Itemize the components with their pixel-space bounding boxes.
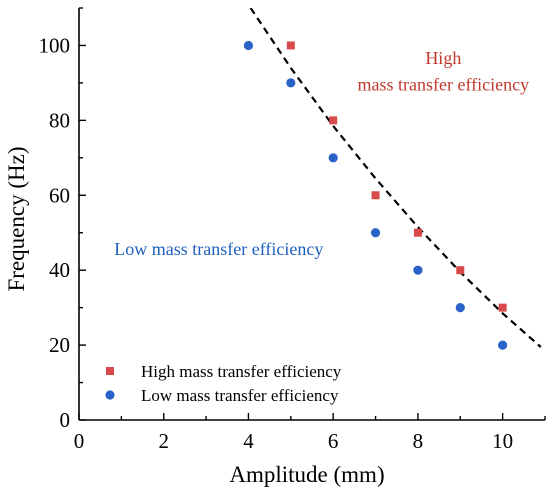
x-tick-label: 8 [413,429,424,453]
low-efficiency-point-3 [370,228,381,238]
y-tick-label: 20 [49,333,70,357]
boundary-dashed-curve [249,8,542,348]
legend-label-low: Low mass transfer efficiency [141,386,339,405]
x-tick-label: 2 [158,429,169,453]
x-tick-label: 6 [328,429,339,453]
y-tick-label: 80 [49,108,70,132]
annotation-high-region-line1: High [425,48,461,68]
x-tick-label: 4 [243,429,254,453]
high-efficiency-point-5 [498,303,507,312]
low-efficiency-point-2 [328,153,338,163]
y-tick-label: 0 [60,408,71,432]
legend-marker-low [105,390,115,400]
high-efficiency-point-0 [286,41,295,50]
high-efficiency-point-4 [456,266,465,275]
annotation-low-region: Low mass transfer efficiency [114,239,323,259]
x-tick-label: 10 [492,429,513,453]
y-tick-label: 60 [49,183,70,207]
x-axis-title: Amplitude (mm) [229,462,384,487]
high-efficiency-point-1 [329,116,338,125]
region-annotations: High mass transfer efficiency Low mass tra… [114,48,529,259]
x-tick-label: 0 [74,429,85,453]
plot-area [243,8,542,350]
low-efficiency-point-1 [286,78,296,88]
low-efficiency-point-0 [243,40,254,51]
series-low [243,40,508,350]
low-efficiency-point-4 [413,265,423,275]
high-efficiency-point-2 [371,191,380,200]
low-efficiency-point-6 [498,340,508,350]
legend: High mass transfer efficiency Low mass tr… [105,362,342,405]
high-efficiency-point-3 [413,228,422,237]
y-axis-title: Frequency (Hz) [4,147,29,292]
y-tick-label: 40 [49,258,70,282]
y-tick-label: 100 [39,33,71,57]
low-efficiency-point-5 [455,303,465,313]
series-high [286,41,507,312]
legend-label-high: High mass transfer efficiency [141,362,342,381]
legend-marker-high [106,367,114,375]
annotation-high-region-line2: mass transfer efficiency [358,74,530,94]
